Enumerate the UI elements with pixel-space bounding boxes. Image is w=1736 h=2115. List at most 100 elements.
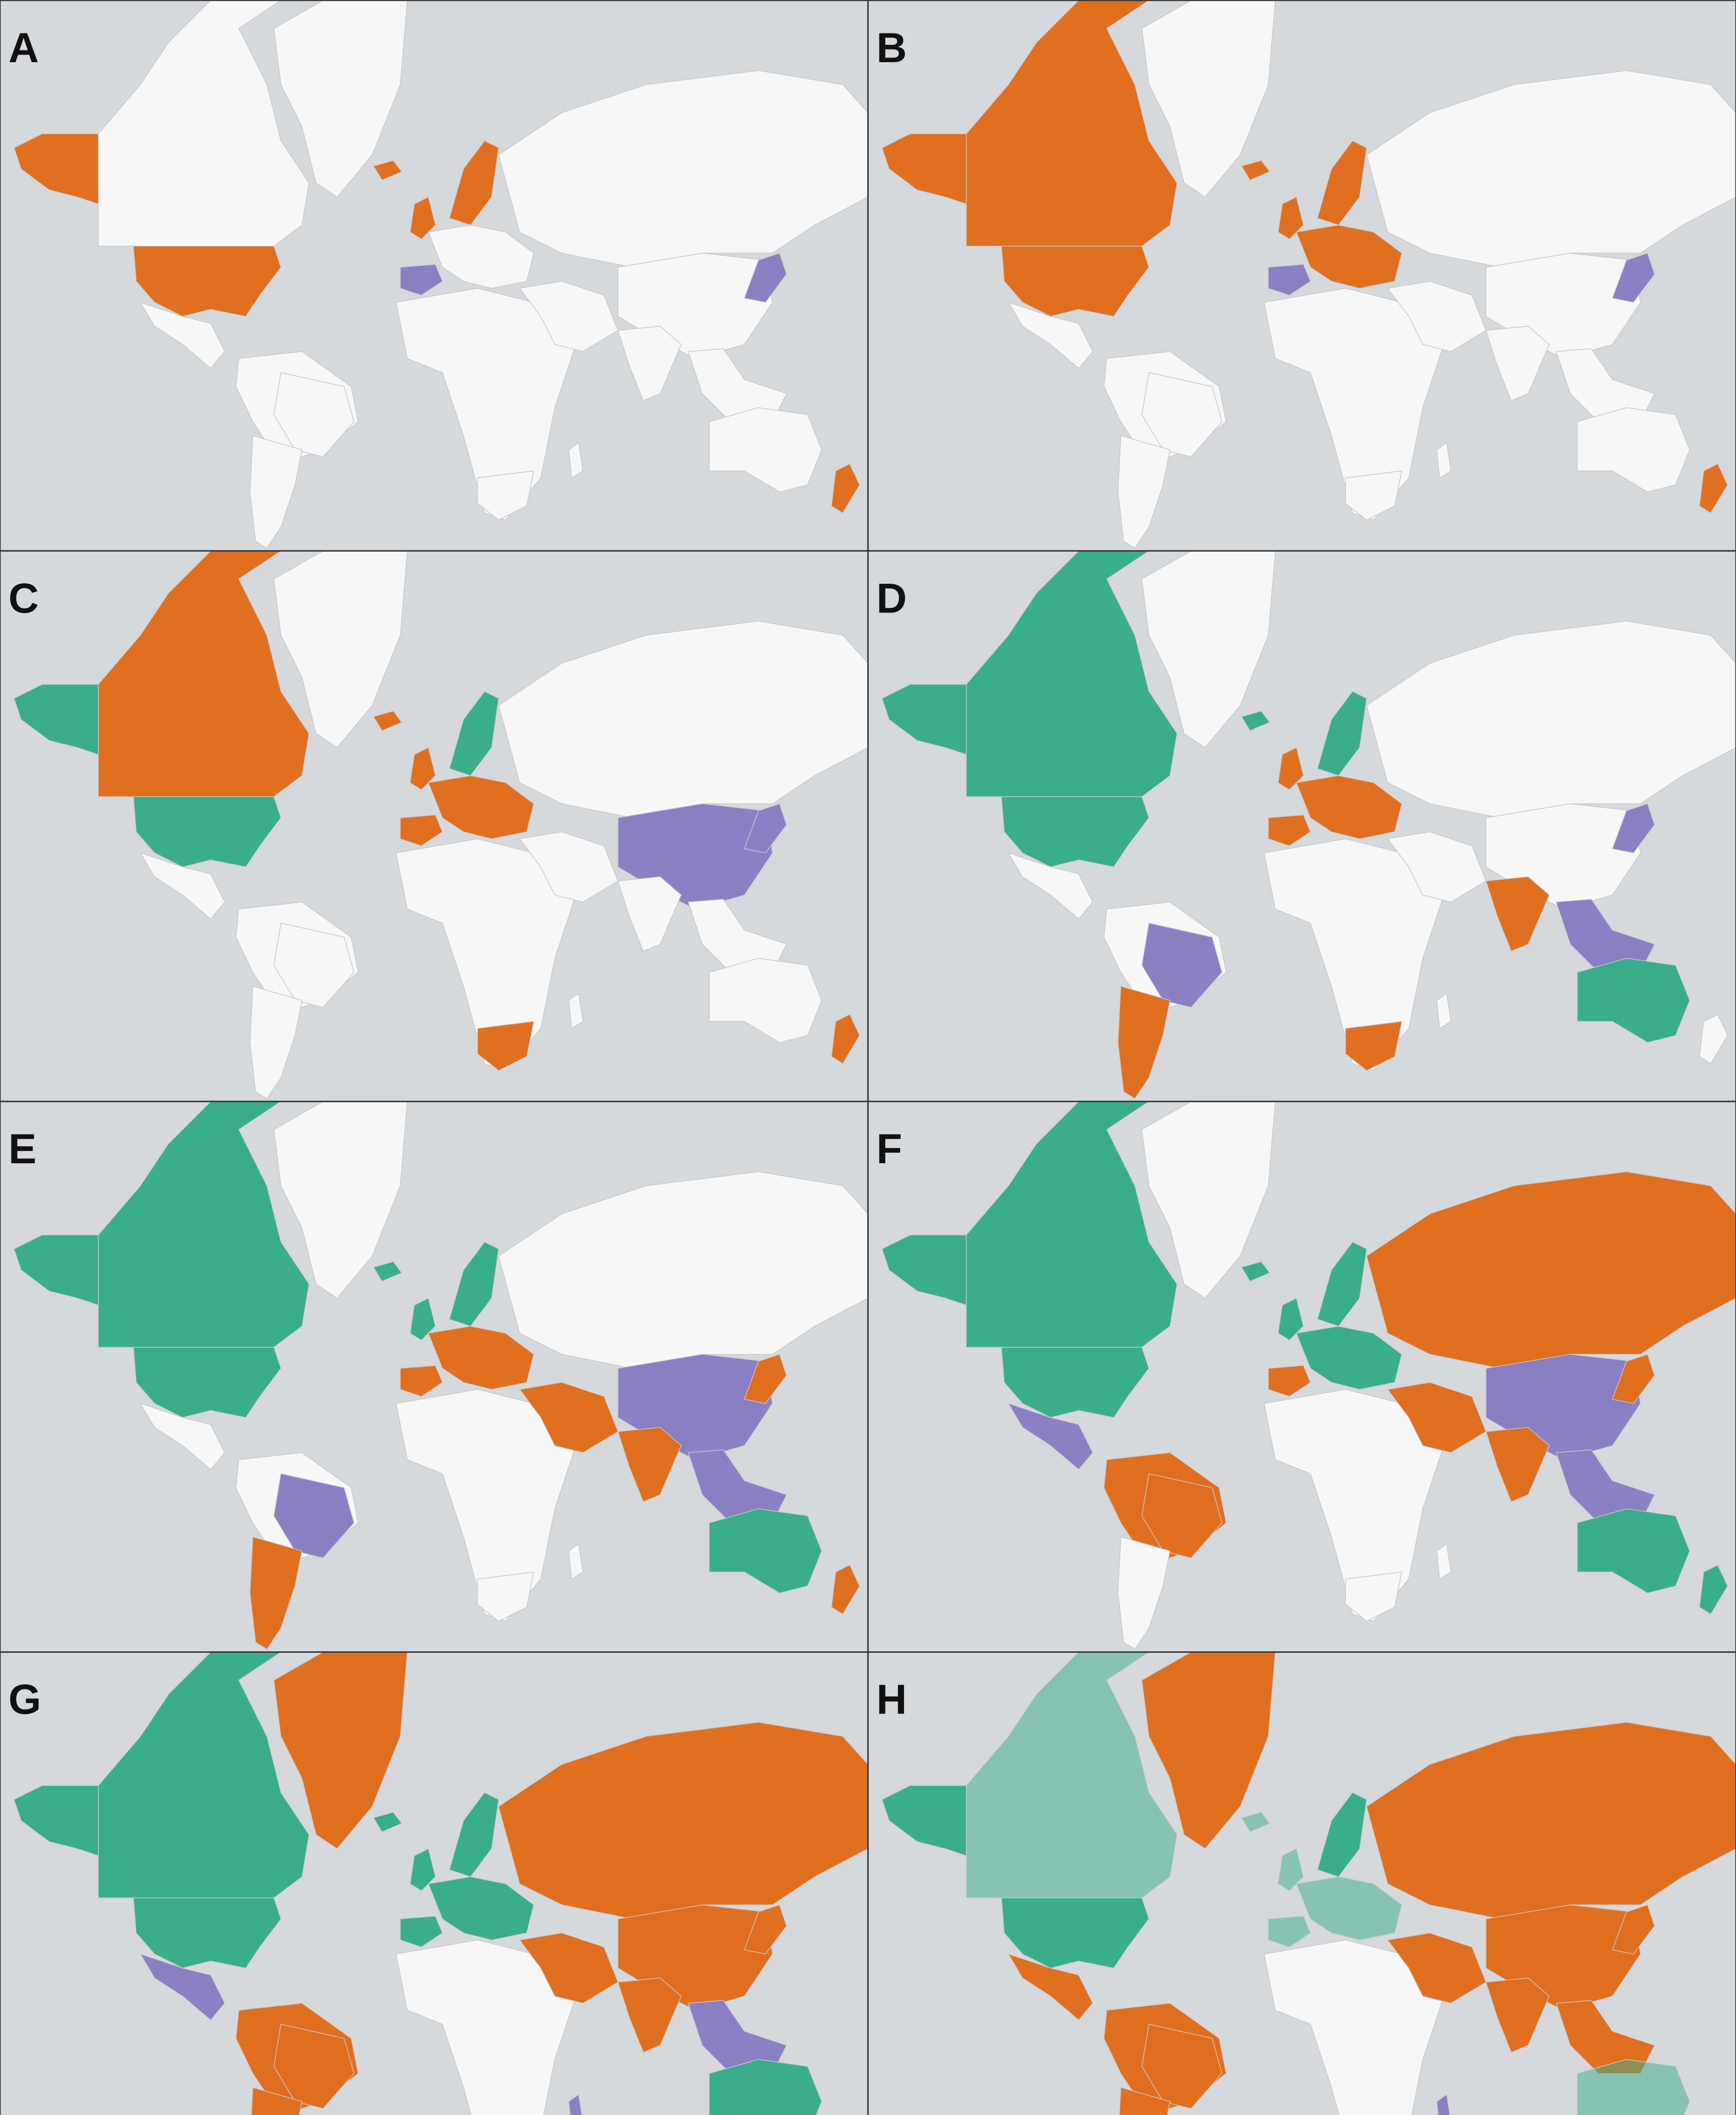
country-region (373, 710, 402, 731)
country-region (409, 1848, 436, 1892)
country-region (882, 1234, 967, 1306)
country-region (1277, 1297, 1304, 1341)
country-region (1485, 876, 1550, 952)
country-region (498, 1722, 868, 1920)
country-region (1387, 1382, 1487, 1453)
country-region (140, 852, 225, 920)
country-region (1001, 1897, 1150, 1969)
country-region (400, 1915, 443, 1947)
country-region (400, 814, 443, 846)
country-region (400, 264, 443, 296)
country-region (1485, 1427, 1550, 1502)
country-region (250, 1536, 302, 1650)
country-region (133, 1347, 282, 1418)
country-region (1699, 1564, 1728, 1615)
country-region (568, 2094, 582, 2115)
country-region (1241, 1812, 1270, 1832)
country-region (709, 2059, 822, 2115)
country-region (1001, 246, 1150, 317)
country-region (409, 1297, 436, 1341)
country-region (1141, 1473, 1222, 1559)
country-region (1555, 2000, 1655, 2074)
country-region (1008, 302, 1093, 369)
country-region (744, 803, 787, 854)
country-region (1555, 898, 1655, 973)
country-region (373, 1261, 402, 1282)
country-region (1241, 1261, 1270, 1282)
country-region (617, 1427, 682, 1502)
country-region (568, 1543, 583, 1580)
country-region (1366, 70, 1736, 268)
country-region (687, 898, 787, 973)
country-region (1317, 140, 1367, 226)
country-region (709, 407, 822, 492)
country-region (1141, 923, 1222, 1008)
country-region (409, 747, 436, 790)
country-region (1296, 1326, 1402, 1390)
country-region (251, 2087, 302, 2115)
country-region (1612, 253, 1655, 303)
country-region (744, 253, 787, 303)
country-region (1612, 1354, 1655, 1404)
country-region (1577, 2059, 1690, 2115)
country-region (1577, 958, 1690, 1043)
country-region (744, 1904, 787, 1955)
panel-label: H (876, 1676, 907, 1723)
country-region (1118, 435, 1170, 549)
country-region (1317, 691, 1367, 776)
country-region (477, 470, 534, 521)
country-region (1612, 803, 1655, 854)
country-region (1345, 1571, 1402, 1622)
country-region (409, 196, 436, 240)
map-panel: B (867, 0, 1736, 552)
country-region (617, 876, 682, 952)
country-region (449, 140, 499, 226)
country-region (1699, 463, 1728, 514)
country-region (1296, 1876, 1402, 1941)
country-region (1277, 747, 1304, 790)
country-region (498, 621, 868, 819)
country-region (498, 1171, 868, 1369)
country-region (250, 435, 302, 549)
country-region (519, 1932, 619, 2004)
country-region (1268, 814, 1311, 846)
country-region (1268, 264, 1311, 296)
country-region (1555, 1449, 1655, 1523)
panel-label: D (876, 575, 907, 622)
country-region (373, 160, 402, 181)
country-region (1001, 1347, 1150, 1418)
country-region (519, 281, 619, 352)
country-region (617, 326, 682, 401)
country-region (1008, 1403, 1093, 1470)
country-region (1296, 775, 1402, 839)
country-region (1141, 2024, 1222, 2109)
country-region (1008, 1953, 1093, 2021)
country-region (687, 1449, 787, 1523)
country-region (428, 1326, 534, 1390)
country-region (428, 225, 534, 289)
country-region (882, 684, 967, 755)
country-region (1366, 1722, 1736, 1920)
country-region (1699, 1014, 1728, 1064)
country-region (1436, 992, 1451, 1029)
map-panel: A (0, 0, 869, 552)
country-region (14, 1234, 99, 1306)
country-region (14, 133, 99, 205)
country-region (1141, 372, 1222, 457)
country-region (1366, 621, 1736, 819)
country-region (1555, 348, 1655, 422)
country-region (709, 958, 822, 1043)
map-panel: G (0, 1651, 869, 2115)
panel-label: B (876, 25, 907, 71)
country-region (831, 1564, 860, 1615)
country-region (140, 1953, 225, 2021)
country-region (1277, 1848, 1304, 1892)
country-region (1317, 1792, 1367, 1877)
country-region (273, 372, 354, 457)
country-region (1241, 160, 1270, 181)
country-region (1119, 2087, 1170, 2115)
country-region (1577, 1508, 1690, 1594)
country-region (1577, 407, 1690, 492)
country-region (1366, 1171, 1736, 1369)
